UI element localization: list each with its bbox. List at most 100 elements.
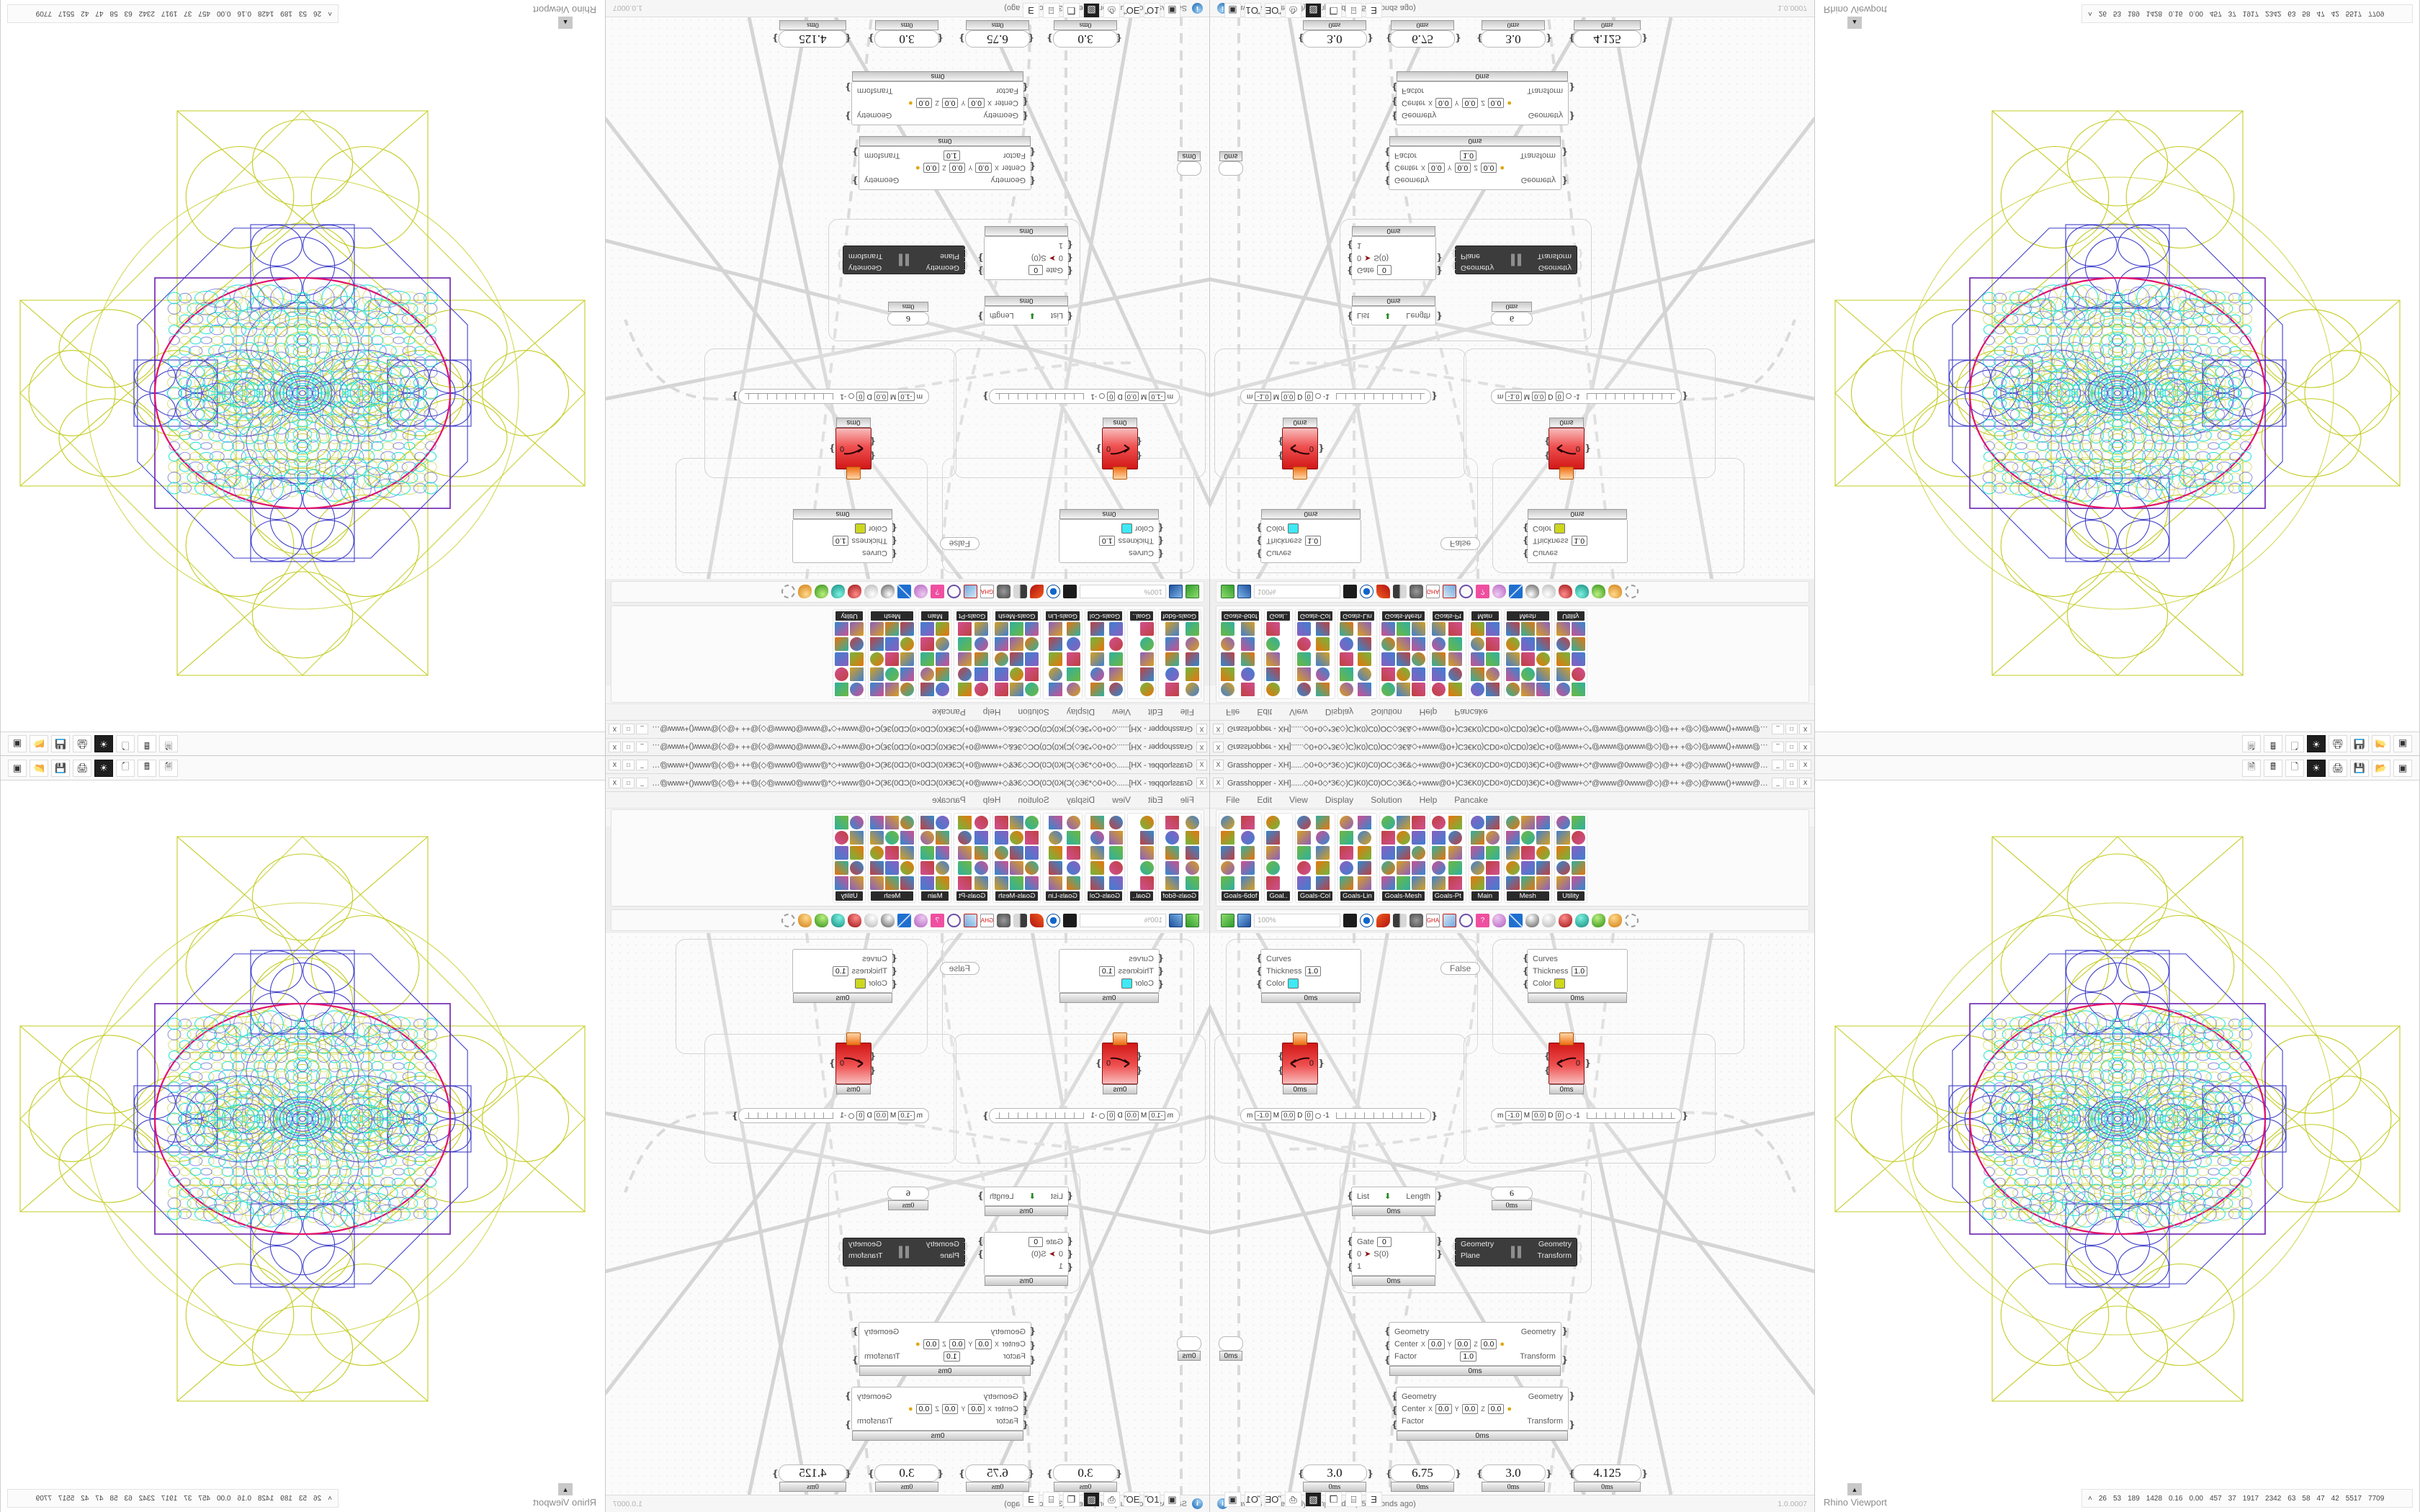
orange-blob-icon[interactable] xyxy=(1608,914,1622,927)
teal-blob-icon[interactable] xyxy=(831,914,845,927)
number-slider[interactable]: 6.75 0ms ❴ ❵ xyxy=(1390,30,1455,48)
print-icon[interactable]: 🖨 xyxy=(2329,760,2347,777)
output-port[interactable]: ❵ xyxy=(1641,1470,1646,1478)
palette-tab-label[interactable]: Goals-Pt xyxy=(956,891,987,901)
output-port[interactable]: ❵ xyxy=(1681,1112,1687,1120)
input-port[interactable]: ❴ xyxy=(964,249,970,258)
output-port[interactable]: ❵ xyxy=(1048,34,1054,42)
palette-icon[interactable] xyxy=(1025,831,1039,845)
input-port[interactable]: ❴ xyxy=(1068,1192,1074,1200)
palette-icon[interactable] xyxy=(1471,861,1484,875)
palette-icon[interactable] xyxy=(1090,683,1104,696)
palette-icon[interactable] xyxy=(1572,637,1585,651)
palette-icon[interactable] xyxy=(870,683,884,696)
render-icon[interactable]: ▣ xyxy=(1164,1492,1180,1507)
palette-icon[interactable] xyxy=(1186,667,1199,681)
center-y-field[interactable]: 0.0 xyxy=(1462,99,1479,109)
palette-icon[interactable] xyxy=(1340,667,1353,681)
palette-icon[interactable] xyxy=(1536,861,1550,875)
close-button-secondary[interactable]: X xyxy=(609,760,621,770)
output-port[interactable]: ❵ xyxy=(1561,1356,1567,1364)
slider-max-field[interactable]: 0.0 xyxy=(1125,1111,1139,1120)
palette-icon[interactable] xyxy=(958,637,972,651)
relay-node[interactable]: 0ms xyxy=(1177,1336,1201,1351)
custom-preview-node[interactable]: ❴ ❴ ❴ Curves Thickness 1.0 Color xyxy=(792,519,893,563)
count-panel[interactable]: 6 0ms xyxy=(887,312,929,325)
relay-node[interactable]: 0ms xyxy=(1219,1336,1243,1351)
menu-item-display[interactable]: Display xyxy=(1058,707,1103,717)
palette-icon[interactable] xyxy=(1316,876,1330,890)
print-icon[interactable]: 🖨 xyxy=(73,760,91,777)
range-slider[interactable]: m -1.0 M 0.0 D 0 -1 ❵ xyxy=(1240,389,1431,404)
palette-group-goals-mesh[interactable]: Goals-Mesh xyxy=(992,813,1041,903)
minimize-button[interactable]: _ xyxy=(1772,778,1784,788)
save-icon[interactable]: 💾 xyxy=(2350,736,2369,753)
scale-node[interactable]: ❴ ❴ ❴ ❵ ❵ Geometry Geometry Center xyxy=(859,146,1031,190)
palette-icon[interactable] xyxy=(1165,652,1179,666)
palette-icon[interactable] xyxy=(974,876,988,890)
slider-knob[interactable] xyxy=(1566,394,1572,400)
palette-icon[interactable] xyxy=(995,876,1008,890)
palette-icon[interactable] xyxy=(920,816,934,829)
palette-icon[interactable] xyxy=(1316,861,1330,875)
palette-icon[interactable] xyxy=(1025,876,1039,890)
center-y-field[interactable]: 0.0 xyxy=(1455,163,1471,174)
help-icon[interactable]: ? xyxy=(1476,585,1489,599)
palette-icon[interactable] xyxy=(1471,652,1484,666)
count-panel[interactable]: 6 0ms xyxy=(1491,1187,1533,1200)
palette-icon[interactable] xyxy=(1221,683,1234,696)
palette-icon[interactable] xyxy=(1067,683,1080,696)
close-icon-left-main[interactable]: X xyxy=(1213,724,1224,735)
palette-group-goals-lin[interactable]: Goals-Lin xyxy=(1043,813,1083,903)
palette-icon[interactable] xyxy=(1556,637,1570,651)
shade-mode-3-icon[interactable] xyxy=(848,914,861,927)
palette-icon[interactable] xyxy=(1186,683,1199,696)
input-port[interactable]: ❴ xyxy=(1255,536,1261,545)
sketch-icon[interactable] xyxy=(964,585,977,599)
thickness-field[interactable]: 1.0 xyxy=(1099,966,1116,976)
palette-icon[interactable] xyxy=(1067,861,1080,875)
palette-icon[interactable] xyxy=(850,816,864,829)
maximize-button-secondary[interactable]: □ xyxy=(1785,760,1798,770)
output-port[interactable]: ❵ xyxy=(979,1237,985,1246)
palette-icon[interactable] xyxy=(995,667,1008,681)
palette-icon[interactable] xyxy=(1397,652,1410,666)
custom-preview-node[interactable]: ❴ ❴ ❴ Curves Thickness 1.0 Color xyxy=(1260,949,1361,993)
palette-icon[interactable] xyxy=(1397,683,1410,696)
palette-icon[interactable] xyxy=(1297,667,1311,681)
slider-track[interactable] xyxy=(995,1112,1084,1119)
palette-icon[interactable] xyxy=(1049,637,1062,651)
output-port[interactable]: ❵ xyxy=(1545,34,1551,42)
palette-icon[interactable] xyxy=(1412,831,1425,845)
render-icon[interactable]: ▣ xyxy=(8,760,27,777)
palette-icon[interactable] xyxy=(936,846,949,860)
output-port[interactable]: ❵ xyxy=(830,1059,836,1068)
shade-mode-2-icon[interactable] xyxy=(864,585,878,599)
slider-knob[interactable] xyxy=(848,394,854,400)
palette-icon[interactable] xyxy=(1486,876,1500,890)
viewport-drawing[interactable] xyxy=(1,35,605,732)
bake-icon[interactable] xyxy=(1030,914,1044,927)
palette-icon[interactable] xyxy=(850,637,864,651)
close-icon-left[interactable]: X xyxy=(1213,760,1224,770)
thickness-field[interactable]: 1.0 xyxy=(1099,536,1116,546)
photo-icon[interactable]: ▨ xyxy=(1083,1492,1100,1507)
cluster-icon[interactable] xyxy=(997,585,1010,599)
palette-tab-label[interactable]: Goals-Mesh xyxy=(995,611,1038,621)
center-z-field[interactable]: 0.0 xyxy=(1481,163,1497,174)
color-swatch[interactable] xyxy=(1288,524,1299,534)
palette-icon[interactable] xyxy=(1165,816,1179,829)
palette-icon[interactable] xyxy=(1556,667,1570,681)
palette-icon[interactable] xyxy=(1241,831,1255,845)
palette-icon[interactable] xyxy=(974,667,988,681)
palette-icon[interactable] xyxy=(1572,652,1585,666)
palette-icon[interactable] xyxy=(1025,637,1039,651)
menu-item-file[interactable]: File xyxy=(1217,795,1248,805)
palette-tab-label[interactable]: Goals-6dof xyxy=(1161,891,1198,901)
palette-group-goals-lin[interactable]: Goals-Lin xyxy=(1043,609,1083,699)
range-slider[interactable]: m -1.0 M 0.0 D 0 -1 ❵ xyxy=(1240,1108,1431,1123)
layout-icon[interactable]: ὜E xyxy=(1366,1492,1382,1507)
center-z-field[interactable]: 0.0 xyxy=(916,99,933,109)
palette-icon[interactable] xyxy=(1297,876,1311,890)
palette-icon[interactable] xyxy=(1572,831,1585,845)
